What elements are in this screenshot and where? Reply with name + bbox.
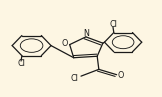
Text: Cl: Cl: [71, 74, 78, 83]
Text: O: O: [118, 71, 124, 80]
Text: Cl: Cl: [17, 59, 25, 68]
Text: N: N: [83, 29, 89, 38]
Text: O: O: [61, 39, 68, 48]
Text: Cl: Cl: [109, 20, 117, 29]
